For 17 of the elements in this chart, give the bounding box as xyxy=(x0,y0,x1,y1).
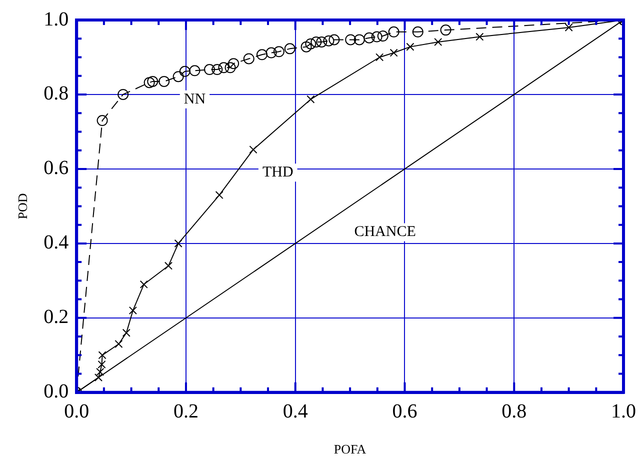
y-tick-label: 0.4 xyxy=(44,232,69,254)
annotation: NN xyxy=(184,91,206,108)
x-tick-label: 0.0 xyxy=(64,400,90,423)
y-tick-label: 0.8 xyxy=(44,82,69,105)
y-tick-label: 1.0 xyxy=(44,8,69,30)
y-axis-title: POD xyxy=(15,193,30,220)
annotation: CHANCE xyxy=(354,224,416,240)
y-tick-label: 0.6 xyxy=(44,157,69,180)
y-tick-label: 0.2 xyxy=(44,306,69,328)
x-tick-label: 1.0 xyxy=(611,400,636,423)
x-tick-label: 0.8 xyxy=(502,400,527,423)
annotation: THD xyxy=(262,164,294,181)
y-tick-label: 0.0 xyxy=(44,380,69,403)
x-tick-label: 0.4 xyxy=(282,400,308,423)
x-tick-label: 0.6 xyxy=(392,400,418,423)
x-axis-title: POFA xyxy=(334,442,367,457)
x-tick-label: 0.2 xyxy=(173,400,198,423)
